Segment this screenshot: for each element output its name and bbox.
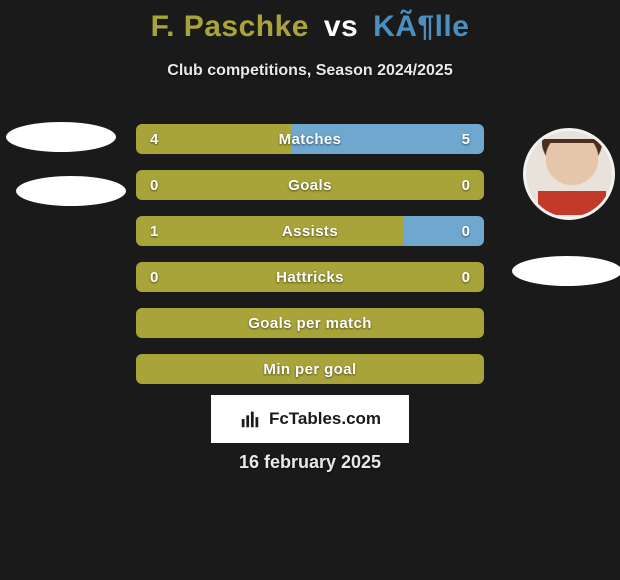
stat-row: 0Goals0 xyxy=(136,170,484,200)
stat-label: Goals per match xyxy=(136,308,484,338)
stat-label: Hattricks xyxy=(136,262,484,292)
stat-row: Min per goal xyxy=(136,354,484,384)
avatar-player2 xyxy=(523,128,615,220)
stat-row: 1Assists0 xyxy=(136,216,484,246)
stat-label: Min per goal xyxy=(136,354,484,384)
stat-label: Assists xyxy=(136,216,484,246)
stat-row: 4Matches5 xyxy=(136,124,484,154)
club-badge-left-2 xyxy=(16,176,126,206)
title-player1: F. Paschke xyxy=(151,10,309,43)
stats-table: 4Matches50Goals01Assists00Hattricks0Goal… xyxy=(136,124,484,400)
page-title: F. Paschke vs KÃ¶lle xyxy=(0,0,620,44)
footer-date: 16 february 2025 xyxy=(0,452,620,473)
subtitle: Club competitions, Season 2024/2025 xyxy=(0,62,620,80)
stat-label: Goals xyxy=(136,170,484,200)
stat-row: Goals per match xyxy=(136,308,484,338)
stat-value-right: 0 xyxy=(462,216,470,246)
title-vs: vs xyxy=(324,10,358,43)
stat-row: 0Hattricks0 xyxy=(136,262,484,292)
title-player2: KÃ¶lle xyxy=(373,10,469,43)
stat-value-right: 0 xyxy=(462,170,470,200)
stat-value-right: 0 xyxy=(462,262,470,292)
site-badge: FcTables.com xyxy=(211,395,409,443)
chart-icon xyxy=(239,408,261,430)
stat-value-right: 5 xyxy=(462,124,470,154)
club-badge-right xyxy=(512,256,620,286)
club-badge-left-1 xyxy=(6,122,116,152)
stat-label: Matches xyxy=(136,124,484,154)
site-name: FcTables.com xyxy=(269,409,381,429)
